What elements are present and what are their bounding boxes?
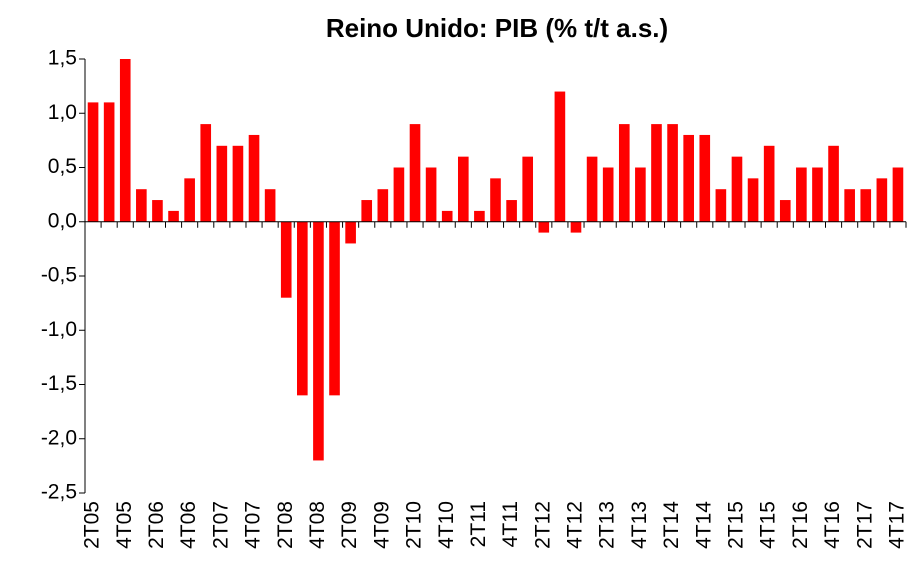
bar [763, 145, 775, 222]
bar [667, 124, 678, 222]
bar [409, 124, 421, 222]
bar [506, 200, 517, 222]
bar [699, 134, 711, 222]
bar [828, 145, 839, 222]
bar [586, 156, 598, 222]
bar [635, 167, 646, 222]
bar [280, 221, 292, 298]
bar [554, 91, 566, 222]
bar [779, 200, 791, 222]
y-tick-label: -0,5 [41, 264, 77, 287]
y-tick-label: 0,0 [48, 209, 77, 232]
bar [844, 189, 855, 222]
x-tick-label: 4T15 [757, 501, 780, 549]
x-tick-label: 4T16 [821, 501, 844, 549]
bar [570, 221, 582, 233]
bar [136, 189, 147, 222]
bar [393, 167, 405, 222]
bar [345, 221, 356, 244]
x-tick-label: 4T08 [306, 501, 329, 549]
x-tick-label: 2T12 [531, 501, 554, 549]
bar [103, 102, 115, 222]
x-tick-label: 4T10 [435, 501, 458, 549]
x-tick-label: 2T11 [467, 501, 490, 547]
bar [232, 145, 244, 222]
x-tick-label: 4T12 [564, 501, 587, 549]
bar [248, 134, 260, 222]
x-tick-label: 4T09 [370, 501, 393, 549]
bar [329, 221, 340, 396]
x-tick-label: 2T08 [274, 501, 297, 549]
x-tick-label: 2T14 [660, 501, 683, 549]
y-tick-label: -1,0 [41, 318, 77, 341]
y-tick-label: -2,5 [41, 481, 77, 504]
y-tick-label: -2,0 [41, 426, 77, 449]
bar [522, 156, 534, 222]
x-tick-label: 2T15 [725, 501, 748, 549]
bar [441, 210, 453, 222]
bar [812, 167, 823, 222]
x-tick-label: 2T05 [81, 501, 104, 549]
bar [152, 200, 163, 222]
bar [264, 189, 276, 222]
x-tick-label: 4T13 [628, 501, 651, 549]
bar [731, 156, 743, 222]
bar [184, 178, 195, 222]
x-tick-label: 4T17 [885, 501, 908, 549]
bar [892, 167, 904, 222]
bar [425, 167, 437, 222]
bar [361, 200, 373, 222]
bar [747, 178, 759, 222]
bar [715, 189, 727, 222]
bar [683, 134, 694, 222]
y-tick-label: 1,0 [48, 101, 77, 124]
bar [216, 145, 228, 222]
bar [796, 167, 807, 222]
bar [457, 156, 469, 222]
bar [377, 189, 389, 222]
y-tick-label: 0,5 [48, 155, 77, 178]
x-tick-label: 4T11 [499, 501, 522, 547]
x-tick-label: 2T17 [853, 501, 876, 549]
bar [876, 178, 888, 222]
x-tick-label: 2T06 [145, 501, 168, 549]
bar [168, 210, 179, 222]
bar [490, 178, 501, 222]
bar [87, 102, 99, 222]
bar [538, 221, 550, 233]
bar [602, 167, 614, 222]
bar [200, 124, 212, 222]
y-tick-label: -1,5 [41, 372, 77, 395]
x-tick-label: 2T10 [403, 501, 426, 549]
x-tick-label: 2T09 [338, 501, 361, 549]
x-tick-label: 2T07 [209, 501, 232, 549]
bar [860, 189, 872, 222]
bar [313, 221, 324, 461]
x-tick-label: 4T14 [692, 501, 715, 549]
x-tick-label: 2T13 [596, 501, 619, 549]
bar [651, 124, 662, 222]
x-tick-label: 4T07 [242, 501, 265, 549]
chart-title: Reino Unido: PIB (% t/t a.s.) [326, 13, 668, 43]
bar [618, 124, 630, 222]
y-tick-label: 1,5 [48, 47, 77, 70]
x-tick-label: 2T16 [789, 501, 812, 549]
x-tick-label: 4T05 [113, 501, 136, 549]
bar [474, 210, 485, 222]
x-tick-label: 4T06 [177, 501, 200, 549]
bar [119, 59, 131, 222]
bar [297, 221, 308, 396]
